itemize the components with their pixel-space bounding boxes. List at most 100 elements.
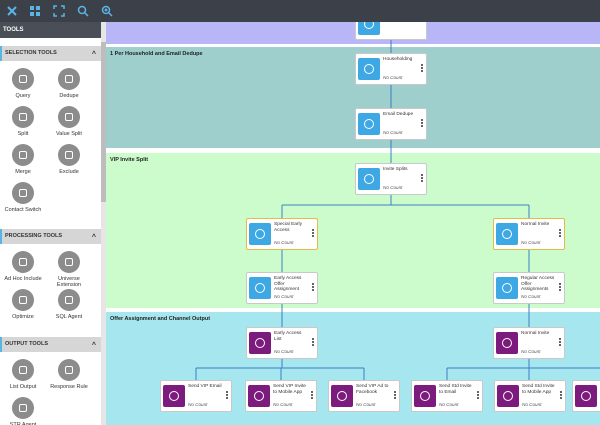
node-menu[interactable] bbox=[421, 64, 423, 66]
node-title: Email Dedupe bbox=[383, 112, 414, 117]
tool[interactable]: Value Split bbox=[46, 106, 92, 137]
tool-icon[interactable] bbox=[6, 5, 18, 17]
tool-label: Value Split bbox=[56, 131, 82, 137]
node-menu[interactable] bbox=[421, 174, 423, 176]
canvas: 1 Per Household and Email Dedupe VIP Inv… bbox=[106, 22, 600, 425]
node[interactable]: Send Std Invite to Email No Count bbox=[411, 380, 483, 412]
node[interactable]: Normal Invite No Count bbox=[493, 327, 565, 359]
tool[interactable]: Ad Hoc Include bbox=[0, 251, 46, 282]
node-icon bbox=[248, 385, 270, 407]
node-menu[interactable] bbox=[421, 119, 423, 121]
node-icon bbox=[163, 385, 185, 407]
tool-icon bbox=[58, 359, 80, 381]
node-icon bbox=[249, 332, 271, 354]
node-icon bbox=[496, 223, 518, 245]
tool-icon bbox=[12, 182, 34, 204]
node-status: No Count bbox=[274, 240, 294, 245]
node-menu[interactable] bbox=[559, 229, 561, 231]
tool-label: Optimize bbox=[12, 314, 34, 320]
tool[interactable]: Query bbox=[0, 68, 46, 99]
tool[interactable]: Contact Switch bbox=[0, 182, 46, 213]
tool[interactable]: List Output bbox=[0, 359, 46, 390]
node-icon bbox=[497, 385, 519, 407]
node[interactable]: Regular Access Offer Assignments No Count bbox=[493, 272, 565, 304]
node[interactable]: Send VIP Email No Count bbox=[160, 380, 232, 412]
node[interactable]: Early Access Offer Assignment No Count bbox=[246, 272, 318, 304]
node-title: Send Std Invite to Mobile App bbox=[522, 384, 555, 395]
node-title: Send VIP Invite to Mobile App bbox=[273, 384, 306, 395]
node-menu[interactable] bbox=[559, 338, 561, 340]
tool-icon bbox=[12, 144, 34, 166]
tool-label: Response Rule bbox=[50, 384, 88, 390]
tool-label: Contact Switch bbox=[4, 207, 42, 213]
section-header[interactable]: OUTPUT TOOLS bbox=[0, 337, 101, 353]
node-menu[interactable] bbox=[394, 391, 396, 393]
tool-icon bbox=[12, 359, 34, 381]
node-title: Regular Access Offer Assignments bbox=[521, 276, 555, 293]
section-header[interactable]: PROCESSING TOOLS bbox=[0, 229, 101, 245]
scroll-thumb[interactable] bbox=[101, 42, 106, 202]
node-menu[interactable] bbox=[226, 391, 228, 393]
node-menu[interactable] bbox=[559, 283, 561, 285]
tool-label: Query bbox=[15, 93, 31, 99]
node-menu[interactable] bbox=[477, 391, 479, 393]
tool-icon bbox=[58, 289, 80, 311]
node-icon bbox=[249, 277, 271, 299]
node-title: Special Early Access bbox=[274, 222, 302, 233]
node[interactable] bbox=[355, 22, 427, 40]
tool-icon bbox=[58, 106, 80, 128]
node-menu[interactable] bbox=[311, 391, 313, 393]
node[interactable]: Send Std Invite to Mobile App No Count bbox=[494, 380, 566, 412]
node-menu[interactable] bbox=[312, 229, 314, 231]
tool[interactable]: Optimize bbox=[0, 289, 46, 320]
node[interactable]: Early Access List No Count bbox=[246, 327, 318, 359]
node-status: No Count bbox=[188, 402, 208, 407]
zoom-in-icon[interactable] bbox=[101, 5, 113, 17]
tool-icon bbox=[12, 68, 34, 90]
tool[interactable]: Split bbox=[0, 106, 46, 137]
node-status: No Count bbox=[273, 402, 293, 407]
tool[interactable]: Dedupe bbox=[46, 68, 92, 99]
tool-icon bbox=[12, 289, 34, 311]
node[interactable]: Email Dedupe No Count bbox=[355, 108, 427, 140]
node[interactable]: SN bbox=[572, 380, 600, 412]
node-icon bbox=[358, 113, 380, 135]
tool-label: List Output bbox=[9, 384, 37, 390]
node-title: Early Access List bbox=[274, 331, 302, 342]
layout-icon[interactable] bbox=[29, 5, 41, 17]
node[interactable]: Send VIP Invite to Mobile App No Count bbox=[245, 380, 317, 412]
node[interactable]: Normal Invite No Count bbox=[493, 218, 565, 250]
node-menu[interactable] bbox=[312, 338, 314, 340]
section-header[interactable]: SELECTION TOOLS bbox=[0, 46, 101, 62]
node-menu[interactable] bbox=[560, 391, 562, 393]
tool[interactable]: Response Rule bbox=[46, 359, 92, 390]
fit-icon[interactable] bbox=[53, 5, 65, 17]
tool[interactable]: Merge bbox=[0, 144, 46, 175]
connectors bbox=[195, 40, 600, 380]
tool[interactable]: Universe Extension bbox=[46, 251, 92, 288]
tool[interactable]: Exclude bbox=[46, 144, 92, 175]
node[interactable]: Send VIP Ad to Facebook No Count bbox=[328, 380, 400, 412]
tool[interactable]: SQL Agent bbox=[46, 289, 92, 320]
tool-icon bbox=[12, 397, 34, 419]
node-title: Send VIP Ad to Facebook bbox=[356, 384, 389, 395]
zoom-out-icon[interactable] bbox=[77, 5, 89, 17]
node-status: No Count bbox=[521, 294, 541, 299]
node-status: No Count bbox=[383, 75, 403, 80]
tool-label: Exclude bbox=[59, 169, 79, 175]
node-icon bbox=[331, 385, 353, 407]
group: 1 Per Household and Email Dedupe bbox=[106, 47, 600, 148]
node-icon bbox=[249, 223, 271, 245]
tool-icon bbox=[58, 251, 80, 273]
tool[interactable]: STR Agent bbox=[0, 397, 46, 425]
node[interactable]: Invite Splits No Count bbox=[355, 163, 427, 195]
tool-label: Merge bbox=[15, 169, 31, 175]
node-menu[interactable] bbox=[312, 283, 314, 285]
node[interactable]: Special Early Access No Count bbox=[246, 218, 318, 250]
panel-title: TOOLS bbox=[0, 22, 101, 38]
group-label: Offer Assignment and Channel Output bbox=[110, 316, 211, 322]
scrollbar[interactable] bbox=[101, 22, 106, 425]
node[interactable]: Householding No Count bbox=[355, 53, 427, 85]
tool-label: Dedupe bbox=[59, 93, 79, 99]
